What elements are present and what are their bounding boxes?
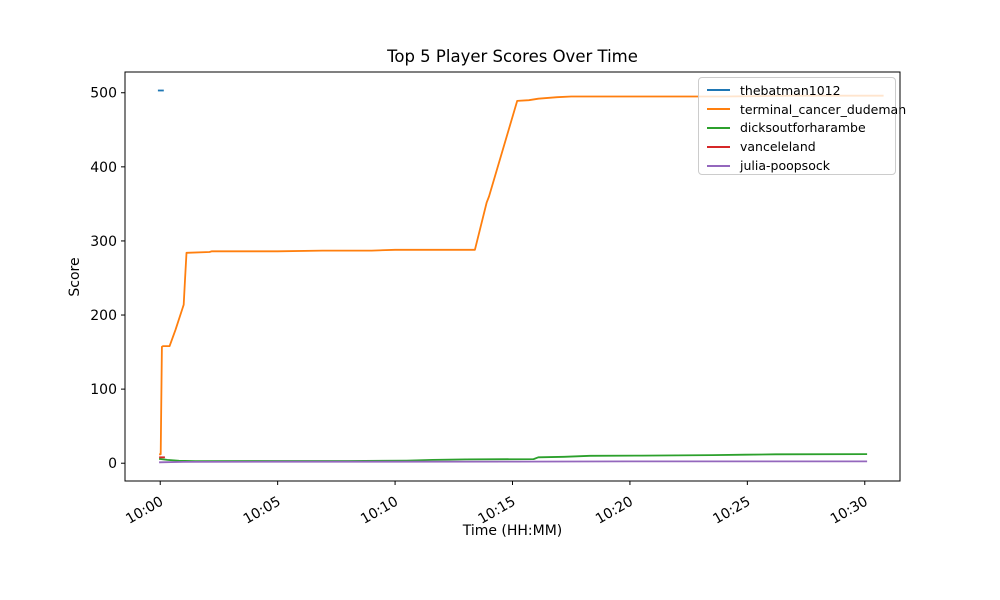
legend-label: terminal_cancer_dudeman (740, 101, 907, 117)
y-tick-label: 500 (90, 86, 117, 102)
series-line-terminal_cancer_dudeman (159, 94, 884, 456)
legend-line-swatch (707, 126, 730, 129)
legend-item: vanceleland (707, 137, 891, 156)
x-tick-label: 10:10 (358, 494, 401, 528)
legend-item: terminal_cancer_dudeman (707, 100, 906, 119)
x-axis-label: Time (HH:MM) (462, 523, 563, 539)
series-line-julia-poopsock (159, 460, 868, 464)
x-tick-label: 10:05 (241, 494, 284, 528)
y-tick-label: 400 (90, 160, 117, 176)
legend-line-swatch (707, 164, 730, 167)
legend-line-swatch (707, 145, 730, 148)
y-tick-label: 200 (90, 308, 117, 324)
x-tick-label: 10:15 (476, 494, 519, 528)
legend-item: dicksoutforharambe (707, 119, 891, 138)
x-tick-label: 10:00 (123, 494, 166, 528)
series-line-dicksoutforharambe (158, 453, 868, 463)
legend-label: julia-poopsock (740, 158, 830, 174)
chart-title: Top 5 Player Scores Over Time (387, 47, 638, 66)
y-tick-label: 0 (108, 456, 117, 472)
legend-line-swatch (707, 89, 730, 92)
y-tick-label: 100 (90, 382, 117, 398)
x-tick-label: 10:30 (828, 494, 871, 528)
legend-label: dicksoutforharambe (740, 120, 866, 136)
y-tick-label: 300 (90, 234, 117, 250)
x-tick-label: 10:20 (593, 494, 636, 528)
legend-item: thebatman1012 (707, 81, 891, 100)
legend-label: thebatman1012 (740, 82, 841, 98)
legend-line-swatch (707, 108, 730, 111)
legend-item: julia-poopsock (707, 156, 891, 175)
legend-label: vanceleland (740, 139, 816, 155)
x-tick-label: 10:25 (710, 494, 753, 528)
